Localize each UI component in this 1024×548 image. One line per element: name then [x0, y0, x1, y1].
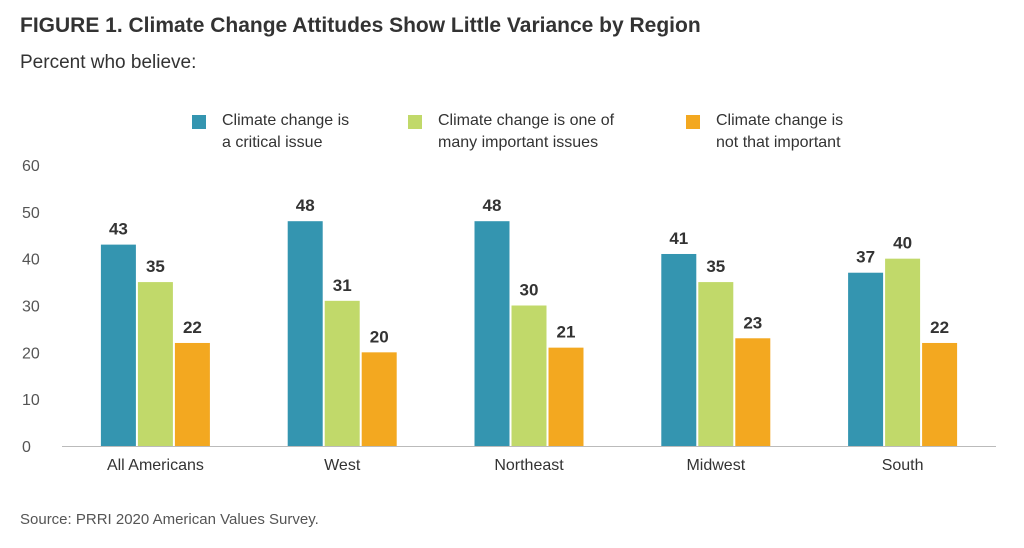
bar: [287, 221, 323, 446]
bar: [174, 342, 210, 446]
bar: [922, 342, 958, 446]
data-label: 22: [930, 318, 949, 337]
chart-title: FIGURE 1. Climate Change Attitudes Show …: [20, 14, 701, 37]
bar: [511, 305, 547, 446]
x-tick-label: Midwest: [686, 457, 745, 474]
bar: [548, 347, 584, 446]
data-label: 23: [743, 313, 762, 332]
data-label: 40: [893, 234, 912, 253]
data-label: 31: [333, 276, 352, 295]
bar: [661, 253, 697, 446]
data-label: 35: [706, 257, 725, 276]
data-label: 48: [296, 196, 315, 215]
data-label: 30: [520, 281, 539, 300]
bar: [324, 300, 360, 446]
legend: Climate change is a critical issue Climat…: [192, 110, 912, 158]
data-label: 41: [669, 229, 688, 248]
data-label: 37: [856, 248, 875, 267]
x-tick-label: Northeast: [494, 457, 564, 474]
x-tick-label: All Americans: [107, 457, 204, 474]
y-tick-label: 0: [22, 439, 31, 456]
data-label: 43: [109, 220, 128, 239]
y-tick-label: 30: [22, 299, 40, 316]
legend-swatch-critical: [192, 115, 206, 129]
bar: [735, 338, 771, 446]
y-tick-label: 20: [22, 345, 40, 362]
x-tick-label: South: [882, 457, 924, 474]
y-tick-label: 40: [22, 252, 40, 269]
chart-subtitle: Percent who believe:: [20, 52, 197, 73]
legend-label-critical: Climate change is a critical issue: [222, 112, 350, 151]
legend-label-one-of-many: Climate change is one of many important i…: [438, 112, 615, 151]
bar: [698, 282, 734, 446]
bar: [361, 352, 397, 446]
legend-swatch-one-of-many: [408, 115, 422, 129]
data-label: 35: [146, 257, 165, 276]
y-tick-label: 10: [22, 392, 40, 409]
bar: [474, 221, 510, 446]
bar: [137, 282, 173, 446]
legend-label-not-important: Climate change is not that important: [716, 112, 844, 151]
bar: [100, 244, 136, 446]
data-label: 22: [183, 318, 202, 337]
y-tick-label: 50: [22, 205, 40, 222]
data-label: 48: [483, 196, 502, 215]
x-tick-label: West: [324, 457, 361, 474]
source-note: Source: PRRI 2020 American Values Survey…: [20, 511, 319, 528]
data-label: 21: [557, 323, 576, 342]
bar: [885, 258, 921, 446]
bar: [848, 272, 884, 446]
y-tick-label: 60: [22, 158, 40, 175]
legend-swatch-not-important: [686, 115, 700, 129]
data-label: 20: [370, 327, 389, 346]
